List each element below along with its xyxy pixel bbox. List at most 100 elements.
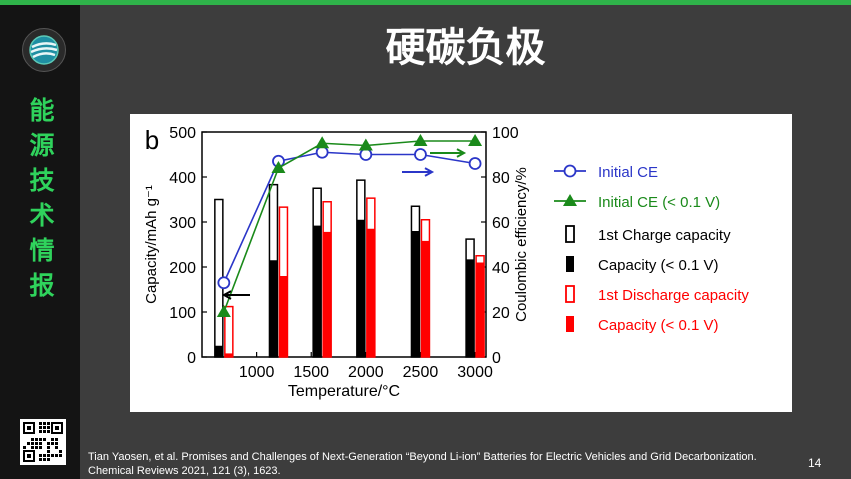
point-initial-ce (468, 157, 482, 170)
y-right-tick-label: 80 (492, 170, 510, 187)
arrow-left-black-head (221, 290, 232, 300)
legend-label: 1st Charge capacity (598, 227, 731, 244)
qr-module (55, 442, 58, 445)
qr-module (43, 426, 46, 429)
y-right-tick-label: 20 (492, 305, 510, 322)
brand-vertical-text: 能 源 技 术 情 报 (26, 98, 58, 298)
legend-swatch-outline (565, 225, 575, 243)
qr-module (39, 446, 42, 449)
x-tick-label: 1500 (293, 364, 329, 381)
y-left-tick-label: 300 (169, 215, 196, 232)
qr-module (35, 438, 38, 441)
point-initial-ce-low-voltage (271, 161, 286, 173)
qr-module (23, 446, 26, 449)
qr-module (27, 442, 30, 445)
qr-module (47, 458, 50, 461)
x-tick-label: 2500 (403, 364, 439, 381)
point-initial-ce-low-voltage (468, 134, 483, 146)
qr-module (35, 446, 38, 449)
legend-swatch-solid (566, 316, 574, 332)
bar-charge-low-voltage (411, 231, 420, 357)
legend-marker-triangle (563, 194, 577, 206)
x-tick-label: 3000 (457, 364, 493, 381)
point-initial-ce-low-voltage (315, 136, 330, 149)
brand-char: 能 (29, 96, 55, 125)
qr-module (47, 450, 50, 453)
y-right-tick-label: 0 (492, 350, 501, 367)
legend-swatch-outline (565, 285, 575, 303)
qr-module (51, 438, 54, 441)
qr-module (55, 438, 58, 441)
bar-discharge-low-voltage (323, 231, 332, 357)
point-initial-ce (217, 276, 231, 290)
qr-module (39, 442, 42, 445)
legend-swatch-solid (566, 256, 574, 272)
qr-module (27, 454, 31, 458)
citation-line-2: Chemical Reviews 2021, 121 (3), 1623. (88, 465, 281, 477)
bar-discharge-low-voltage (279, 276, 288, 357)
point-initial-ce (414, 148, 427, 161)
qr-module (27, 426, 31, 430)
qr-code-icon (20, 419, 66, 465)
x-tick-label: 2000 (348, 364, 384, 381)
page-number: 14 (808, 456, 822, 470)
y-right-tick-label: 60 (492, 215, 510, 232)
y-right-tick-label: 40 (492, 260, 510, 277)
qr-module (51, 454, 54, 457)
plot-frame (201, 131, 487, 358)
qr-module (55, 454, 58, 457)
qr-module (43, 454, 46, 457)
y-left-tick-label: 500 (169, 125, 196, 142)
x-tick-label: 1000 (239, 364, 275, 381)
line-initial-ce (223, 151, 476, 284)
qr-module (55, 426, 59, 430)
arrow-right-green-head (456, 148, 467, 158)
bar-discharge-low-voltage (421, 240, 430, 357)
sidebar (0, 5, 80, 479)
brand-char: 报 (29, 271, 55, 300)
bar-charge-low-voltage (313, 225, 322, 357)
y-left-axis-label: Capacity/mAh g⁻¹ (143, 185, 160, 304)
point-initial-ce-low-voltage (216, 305, 231, 317)
y-right-tick-label: 100 (492, 125, 519, 142)
qr-module (59, 450, 62, 453)
qr-module (39, 430, 42, 433)
citation: Tian Yaosen, et al. Promises and Challen… (88, 450, 808, 478)
bar-charge-low-voltage (214, 345, 223, 357)
qr-module (55, 446, 58, 449)
line-initial-ce-low-voltage (223, 140, 476, 313)
qr-module (39, 422, 42, 425)
qr-module (51, 442, 54, 445)
slide-title: 硬碳负极 (385, 25, 546, 71)
brand-char: 术 (29, 201, 55, 230)
qr-module (47, 442, 50, 445)
chart-svg: b 0 100 200 300 400 500 0 20 40 60 80 100 1000 1500 200… (143, 125, 749, 400)
qr-module (47, 446, 50, 449)
top-accent-bar (0, 0, 851, 5)
x-axis-label: Temperature/°C (288, 383, 400, 400)
bar-charge-low-voltage (356, 219, 365, 357)
arrow-right-blue-head (424, 167, 435, 177)
legend-label: Initial CE (598, 164, 658, 181)
y-left-tick-label: 400 (169, 170, 196, 187)
qr-module (47, 430, 50, 433)
legend-marker-circle (563, 164, 577, 178)
bar-discharge-low-voltage (476, 262, 485, 357)
qr-module (39, 426, 42, 429)
brand-char: 源 (29, 131, 55, 160)
legend-label: Capacity (< 0.1 V) (598, 257, 718, 274)
y-left-tick-label: 0 (187, 350, 196, 367)
qr-module (43, 422, 46, 425)
legend-label: Initial CE (< 0.1 V) (598, 194, 720, 211)
point-initial-ce (315, 145, 329, 159)
brand-char: 技 (29, 166, 55, 195)
point-initial-ce-low-voltage (413, 134, 428, 146)
qr-module (39, 454, 42, 457)
globe-logo-icon (22, 28, 66, 72)
qr-module (43, 438, 46, 441)
qr-module (47, 426, 50, 429)
qr-module (47, 422, 50, 425)
qr-module (39, 458, 42, 461)
qr-module (59, 454, 62, 457)
y-left-tick-label: 100 (169, 305, 196, 322)
